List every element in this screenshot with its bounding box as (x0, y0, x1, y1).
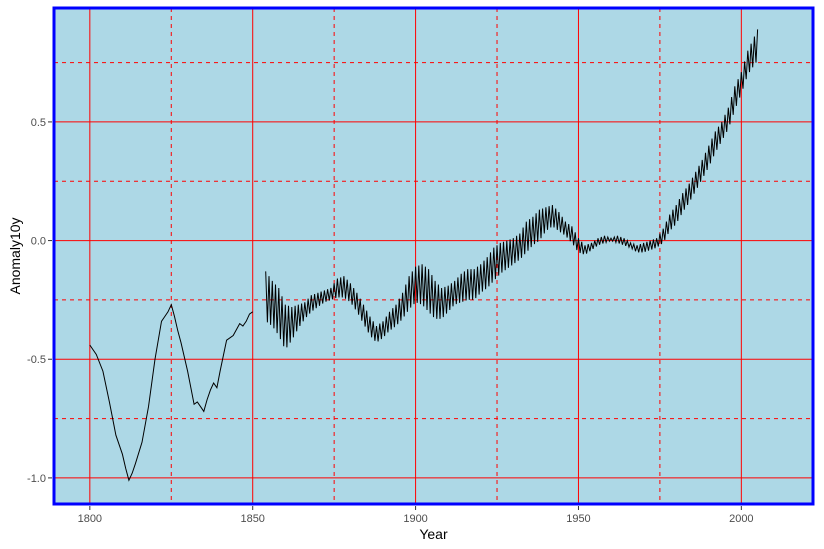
series-line-early (89, 303, 253, 482)
series-layer (89, 29, 759, 482)
x-axis-title: Year (419, 526, 448, 542)
x-tick-label: 1850 (240, 513, 264, 525)
x-tick-label: 1900 (403, 513, 427, 525)
x-axis: 1800 1850 1900 1950 2000 (78, 506, 754, 525)
x-tick-label: 2000 (729, 513, 753, 525)
y-tick-label: 0.5 (31, 117, 46, 129)
y-axis: -1.0 -0.5 0.0 0.5 (27, 117, 52, 485)
y-tick-label: -0.5 (27, 354, 46, 366)
series-line-main (265, 29, 759, 348)
y-tick-label: 0.0 (31, 236, 46, 248)
x-tick-label: 1800 (78, 513, 102, 525)
major-grid (54, 8, 813, 504)
minor-grid (54, 8, 813, 504)
plot-panel (54, 8, 813, 504)
y-axis-title: Anomaly10y (7, 217, 23, 294)
plot-panel-border (52, 6, 815, 506)
y-tick-label: -1.0 (27, 473, 46, 485)
x-tick-label: 1950 (566, 513, 590, 525)
